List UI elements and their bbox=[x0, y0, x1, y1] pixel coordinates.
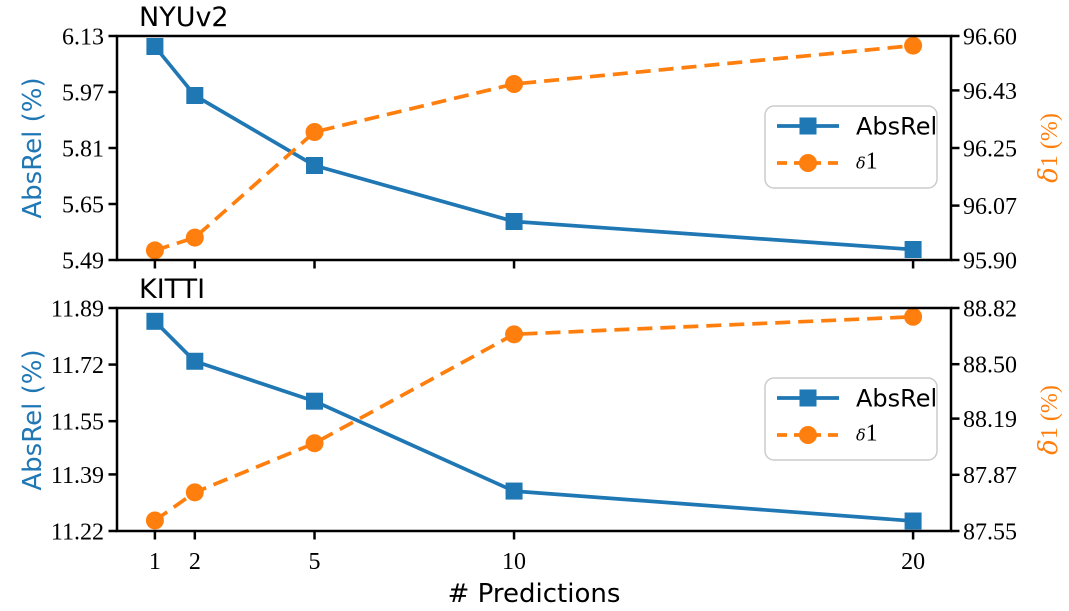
series-marker-circle bbox=[904, 307, 923, 326]
x-axis-label: # Predictions bbox=[447, 579, 621, 609]
left-tick-label: 11.39 bbox=[51, 463, 104, 489]
series-marker-circle bbox=[185, 228, 204, 247]
kitti-legend: AbsRel δ1 bbox=[764, 377, 938, 461]
legend-entry: δ1 bbox=[777, 421, 878, 447]
right-tick-label: 88.19 bbox=[963, 407, 1017, 433]
right-tick-label: 96.25 bbox=[963, 136, 1017, 162]
series-marker-square bbox=[186, 352, 204, 370]
legend-label: AbsRel bbox=[856, 384, 937, 412]
series-marker-circle bbox=[505, 75, 524, 93]
nyuv2-plot: 6.13 5.97 5.81 5.65 5.49 96.60 96.43 96.25 96.07… bbox=[62, 24, 1017, 274]
left-tick-label: 11.55 bbox=[51, 410, 104, 436]
kitti-delta1-series-line bbox=[153, 314, 914, 523]
series-marker-square bbox=[186, 87, 204, 104]
x-tick-label: 20 bbox=[901, 549, 925, 575]
legend-marker-circle bbox=[799, 154, 817, 172]
series-marker-square bbox=[306, 157, 324, 174]
series-marker-square bbox=[146, 312, 164, 330]
series-marker-circle bbox=[145, 511, 164, 530]
legend-marker-square bbox=[799, 389, 817, 407]
series-marker-square bbox=[505, 482, 523, 500]
series-marker-circle bbox=[904, 36, 923, 55]
legend-marker-square bbox=[799, 117, 817, 135]
legend-entry: δ1 bbox=[777, 149, 878, 175]
series-marker-circle bbox=[145, 241, 164, 260]
nyuv2-legend: AbsRel δ1 bbox=[764, 105, 938, 189]
series-marker-square bbox=[505, 213, 523, 230]
series-marker-square bbox=[146, 38, 164, 55]
nyuv2-absrel-axis-label: AbsRel (%) bbox=[18, 77, 48, 219]
left-tick-label: 11.72 bbox=[51, 353, 104, 379]
legend-label: AbsRel bbox=[856, 112, 937, 140]
axis-label-text: 1 (%) bbox=[1037, 385, 1063, 440]
left-tick-label: 5.81 bbox=[62, 136, 104, 162]
nyuv2-delta1-series-line bbox=[154, 43, 914, 253]
right-tick-label: 96.07 bbox=[963, 194, 1017, 220]
kitti-absrel-axis-label: AbsRel (%) bbox=[18, 349, 48, 491]
left-tick-label: 5.65 bbox=[62, 192, 104, 218]
x-tick-label: 1 bbox=[149, 549, 161, 575]
series-marker-circle bbox=[185, 483, 204, 502]
right-tick-label: 96.43 bbox=[963, 79, 1017, 105]
delta-glyph: δ bbox=[1034, 167, 1064, 183]
right-tick-label: 88.50 bbox=[963, 353, 1017, 379]
delta-glyph: δ bbox=[1034, 439, 1064, 455]
right-tick-label: 87.55 bbox=[963, 519, 1017, 545]
right-tick-label: 87.87 bbox=[963, 463, 1017, 489]
series-marker-circle bbox=[305, 434, 324, 453]
nyuv2-title: NYUv2 bbox=[139, 2, 229, 33]
right-tick-label: 88.82 bbox=[963, 296, 1017, 322]
left-tick-label: 5.97 bbox=[62, 80, 104, 106]
left-tick-label: 5.49 bbox=[62, 248, 104, 274]
legend-entry: AbsRel bbox=[777, 112, 937, 140]
series-marker-circle bbox=[305, 123, 324, 141]
axis-label-text: 1 (%) bbox=[1037, 113, 1063, 168]
series-marker-square bbox=[306, 392, 324, 410]
left-tick-label: 11.89 bbox=[51, 296, 104, 322]
x-tick-label: 2 bbox=[189, 549, 201, 575]
legend-marker-circle bbox=[799, 426, 817, 444]
kitti-plot: 11.89 11.72 11.55 11.39 11.22 88.82 88.50 88.19… bbox=[51, 296, 1017, 575]
legend-label: δ1 bbox=[856, 421, 878, 447]
series-marker-circle bbox=[505, 325, 524, 344]
x-tick-label: 10 bbox=[502, 549, 526, 575]
right-tick-label: 95.90 bbox=[963, 248, 1017, 274]
legend-label: δ1 bbox=[856, 149, 878, 175]
series-marker-square bbox=[904, 512, 922, 530]
left-tick-label: 11.22 bbox=[51, 519, 104, 545]
left-tick-label: 6.13 bbox=[62, 24, 104, 50]
kitti-delta1-axis-label: δ1 (%) bbox=[1034, 385, 1064, 455]
x-tick-label: 5 bbox=[309, 549, 321, 575]
nyuv2-delta1-axis-label: δ1 (%) bbox=[1034, 113, 1064, 183]
series-marker-square bbox=[904, 241, 922, 258]
legend-entry: AbsRel bbox=[777, 384, 937, 412]
kitti-title: KITTI bbox=[139, 274, 206, 305]
right-tick-label: 96.60 bbox=[963, 24, 1017, 50]
